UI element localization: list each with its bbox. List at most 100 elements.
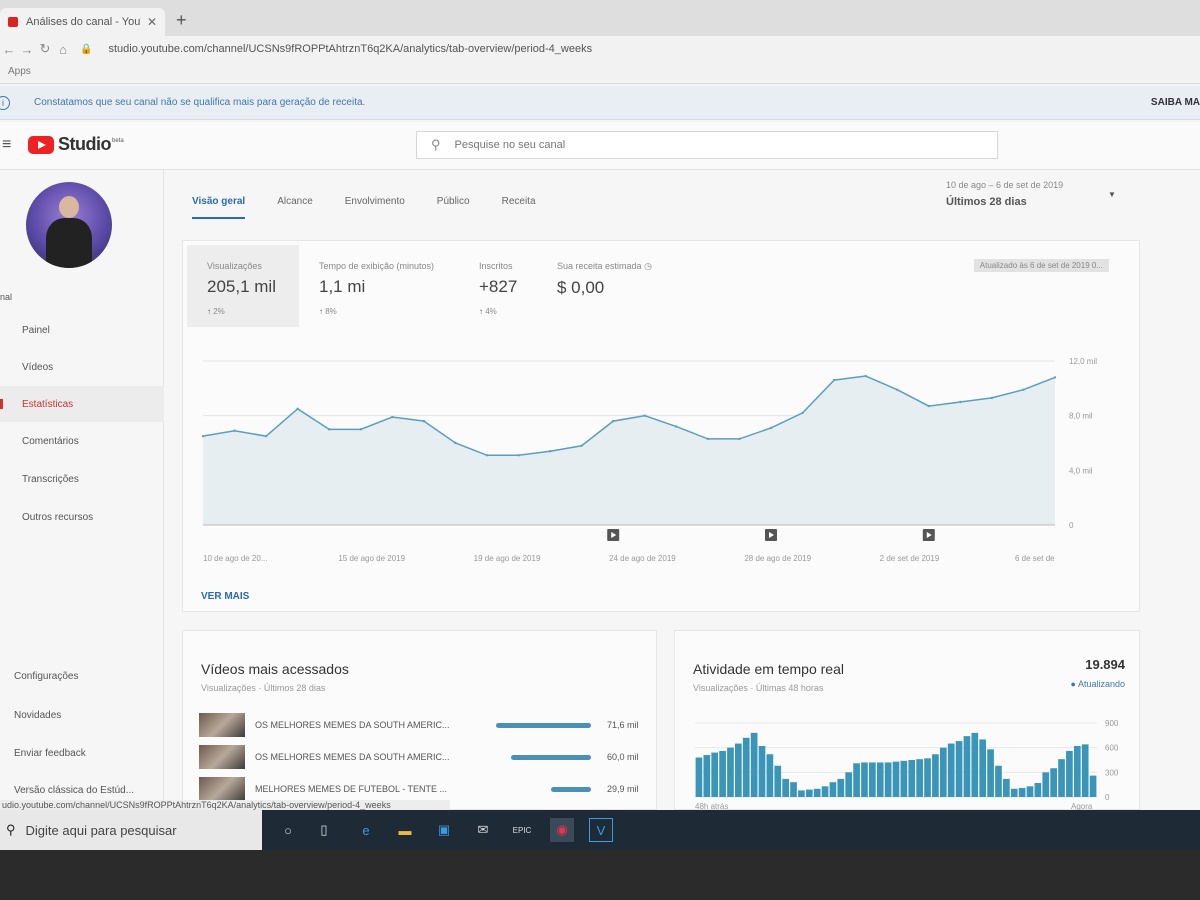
metric-subscribers[interactable]: Inscritos +827 ↑ 4%	[459, 245, 537, 327]
bar[interactable]	[727, 747, 734, 797]
list-item[interactable]: MELHORES MEMES DE FUTEBOL - TENTE ... 29…	[199, 777, 659, 801]
bar[interactable]	[1066, 750, 1073, 797]
bar[interactable]	[695, 757, 703, 797]
data-point[interactable]	[1053, 376, 1057, 379]
data-point[interactable]	[1022, 388, 1025, 391]
data-point[interactable]	[990, 396, 994, 400]
bar[interactable]	[758, 746, 766, 797]
tab-revenue[interactable]: Receita	[501, 196, 536, 207]
epic-games-icon[interactable]: EPIC	[512, 825, 532, 835]
list-item[interactable]: OS MELHORES MEMES DA SOUTH AMERIC... 60,…	[199, 745, 659, 769]
sidebar-item-whats-new[interactable]: Novidades	[0, 697, 164, 733]
data-point[interactable]	[580, 444, 583, 447]
bar[interactable]	[1089, 775, 1097, 797]
bar[interactable]	[1050, 768, 1057, 797]
bar[interactable]	[947, 743, 955, 797]
browser-tab[interactable]: Análises do canal - YouTube Stu ✕	[0, 8, 165, 36]
sidebar-item-classic-studio[interactable]: Versão clássica do Estúd...	[0, 772, 164, 808]
task-view-icon[interactable]: ▯	[320, 822, 328, 837]
bar[interactable]	[719, 750, 726, 797]
bar[interactable]	[845, 772, 853, 797]
bar[interactable]	[1010, 788, 1018, 797]
bar[interactable]	[703, 755, 711, 797]
sidebar-item-transcriptions[interactable]: Transcrições	[0, 461, 164, 497]
bar[interactable]	[979, 739, 987, 797]
tab-overview[interactable]: Visão geral	[192, 196, 246, 219]
bar[interactable]	[884, 762, 892, 797]
sidebar-item-settings[interactable]: Configurações	[0, 658, 164, 694]
data-point[interactable]	[801, 411, 804, 415]
data-point[interactable]	[738, 437, 741, 441]
edge-icon[interactable]: e	[362, 822, 370, 838]
bar[interactable]	[924, 758, 931, 797]
data-point[interactable]	[328, 428, 331, 431]
tab-reach[interactable]: Alcance	[277, 196, 313, 207]
bar[interactable]	[766, 754, 774, 797]
data-point[interactable]	[233, 429, 236, 432]
data-point[interactable]	[485, 454, 489, 457]
bar[interactable]	[798, 790, 805, 797]
bar[interactable]	[869, 762, 876, 797]
file-explorer-icon[interactable]: ▬	[398, 822, 412, 838]
bar[interactable]	[939, 747, 947, 797]
see-more-link[interactable]: VER MAIS	[201, 591, 250, 602]
chevron-down-icon[interactable]: ▼	[1108, 190, 1116, 199]
data-point[interactable]	[832, 378, 836, 382]
bar[interactable]	[861, 762, 868, 797]
close-tab-icon[interactable]: ✕	[146, 15, 157, 29]
bar[interactable]	[1003, 778, 1010, 797]
date-range[interactable]: 10 de ago – 6 de set de 2019	[946, 180, 1064, 190]
data-point[interactable]	[391, 415, 394, 419]
bar[interactable]	[837, 778, 845, 797]
data-point[interactable]	[612, 419, 615, 423]
bar[interactable]	[813, 788, 821, 797]
period-selector[interactable]: Últimos 28 dias	[946, 196, 1027, 208]
bar[interactable]	[1018, 787, 1026, 797]
sidebar-item-send-feedback[interactable]: Enviar feedback	[0, 735, 164, 771]
bar[interactable]	[900, 760, 908, 797]
bar[interactable]	[932, 754, 939, 797]
url-field[interactable]: studio.youtube.com/channel/UCSNs9fROPPtA…	[108, 43, 593, 55]
bar[interactable]	[782, 778, 789, 797]
sidebar-item-analytics[interactable]: Estatísticas	[0, 386, 164, 422]
bar[interactable]	[908, 760, 916, 797]
bar[interactable]	[963, 736, 971, 797]
lock-icon[interactable]: 🔒	[80, 43, 93, 55]
sidebar-item-dashboard[interactable]: Painel	[0, 312, 164, 348]
bar[interactable]	[829, 782, 837, 797]
data-point[interactable]	[517, 454, 520, 457]
tab-audience[interactable]: Público	[436, 196, 470, 207]
bar[interactable]	[995, 765, 1002, 797]
list-item[interactable]: OS MELHORES MEMES DA SOUTH AMERIC... 71,…	[199, 713, 659, 737]
tab-engagement[interactable]: Envolvimento	[344, 196, 405, 207]
channel-search-input[interactable]	[454, 139, 955, 151]
forward-icon[interactable]: →	[20, 41, 34, 57]
bar[interactable]	[774, 765, 782, 797]
sidebar-item-other-features[interactable]: Outros recursos	[0, 499, 164, 535]
data-point[interactable]	[264, 434, 268, 438]
bar[interactable]	[987, 749, 994, 797]
bar[interactable]	[1081, 744, 1089, 797]
vegas-icon[interactable]: V	[589, 818, 613, 842]
data-point[interactable]	[769, 426, 773, 430]
home-icon[interactable]: ⌂	[59, 41, 67, 57]
channel-search[interactable]: ⚲	[416, 131, 998, 159]
data-point[interactable]	[454, 441, 457, 445]
bar[interactable]	[916, 759, 923, 797]
data-point[interactable]	[422, 419, 426, 423]
bar[interactable]	[805, 789, 813, 797]
data-point[interactable]	[706, 437, 710, 441]
metric-watch-time[interactable]: Tempo de exibição (minutos) 1,1 mi ↑ 8%	[299, 245, 459, 327]
bar[interactable]	[821, 786, 829, 797]
data-point[interactable]	[548, 450, 552, 453]
metric-revenue[interactable]: Sua receita estimada ◷ $ 0,00	[537, 245, 667, 327]
data-point[interactable]	[643, 414, 646, 417]
apps-bookmark[interactable]: Apps	[8, 66, 31, 77]
sidebar-item-videos[interactable]: Vídeos	[0, 349, 164, 385]
bar[interactable]	[971, 732, 979, 797]
data-point[interactable]	[296, 407, 299, 411]
bar[interactable]	[853, 763, 860, 797]
bar[interactable]	[955, 741, 963, 797]
data-point[interactable]	[959, 400, 962, 404]
bar[interactable]	[892, 761, 900, 797]
